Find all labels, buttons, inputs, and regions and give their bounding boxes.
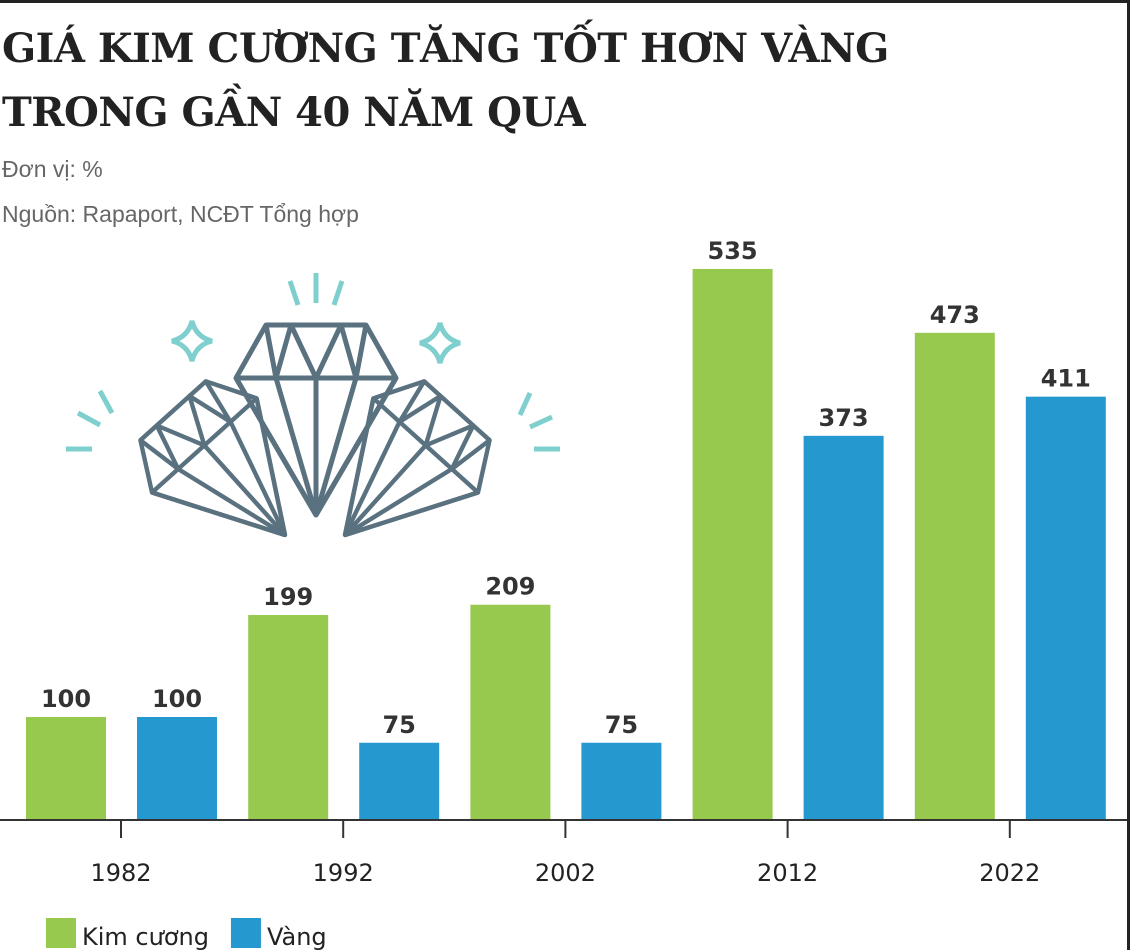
x-tick-label: 1982	[90, 859, 151, 887]
x-tick-label: 2012	[757, 859, 818, 887]
data-label: 373	[819, 404, 869, 432]
data-label: 473	[930, 301, 980, 329]
subtitle: Đơn vị: %	[2, 156, 103, 182]
diamond-illustration	[66, 273, 560, 582]
data-label: 209	[485, 573, 535, 601]
plot: 1982 100 100 1992 199 75 2002 209 75 2012 535 373 20…	[0, 237, 1127, 950]
bar	[248, 615, 329, 820]
data-label: 100	[152, 685, 202, 713]
chart-title: GIÁ KIM CƯƠNG TĂNG TỐT HƠN VÀNG	[2, 25, 889, 72]
data-label: 75	[382, 711, 415, 739]
source: Nguồn: Rapaport, NCĐT Tổng hợp	[2, 201, 359, 227]
data-label: 100	[41, 685, 91, 713]
bar	[26, 717, 106, 820]
legend-swatch	[230, 918, 261, 948]
data-label: 411	[1041, 365, 1091, 393]
legend-label: Vàng	[267, 923, 327, 950]
x-tick-label: 1992	[313, 859, 374, 887]
bar	[359, 742, 440, 820]
bar	[692, 268, 773, 820]
bar	[1025, 396, 1106, 820]
chart-title: TRONG GẦN 40 NĂM QUA	[2, 89, 586, 136]
legend-swatch	[46, 918, 76, 948]
x-tick-label: 2022	[979, 859, 1040, 887]
bar	[581, 742, 662, 820]
x-tick-label: 2002	[535, 859, 596, 887]
data-label: 75	[605, 711, 638, 739]
bar	[470, 604, 551, 820]
bar	[803, 435, 884, 820]
bar	[137, 717, 217, 820]
bar	[914, 332, 995, 820]
legend-label: Kim cương	[82, 923, 209, 950]
data-label: 199	[263, 583, 313, 611]
data-label: 535	[708, 237, 758, 265]
